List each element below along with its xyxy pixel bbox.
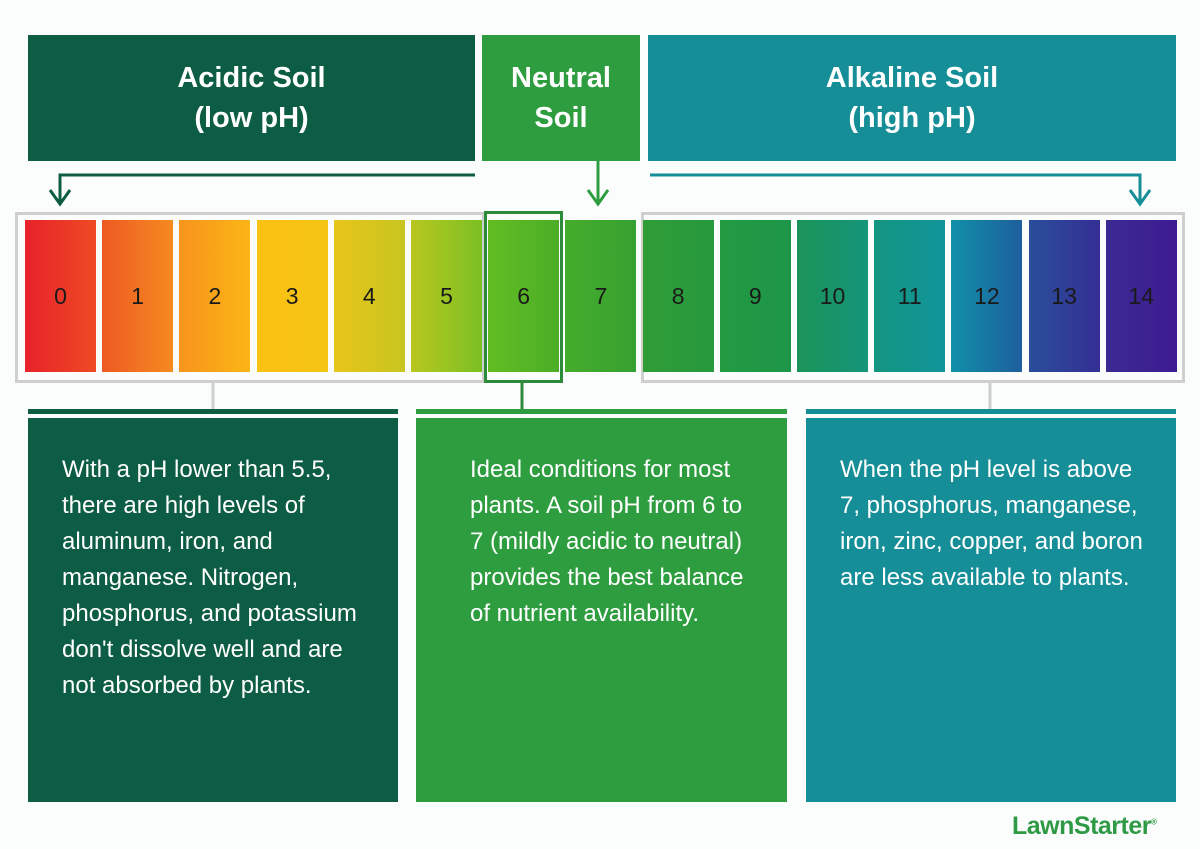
- neutral-description: Ideal conditions for most plants. A soil…: [416, 418, 787, 802]
- acidic-title: Acidic Soil: [177, 62, 326, 94]
- alkaline-title: Alkaline Soil: [825, 62, 999, 94]
- ph-cell-6: 6: [488, 220, 560, 372]
- alkaline-header: Alkaline Soil (high pH): [648, 35, 1176, 161]
- ph-cell-10: 10: [797, 220, 868, 372]
- acidic-arrow-icon: [48, 173, 475, 207]
- ph-cell-3: 3: [256, 220, 328, 372]
- ph-cell-5: 5: [411, 220, 482, 372]
- ph-cell-12: 12: [951, 220, 1023, 372]
- neutral-arrow-icon: [586, 161, 610, 207]
- acidic-header: Acidic Soil (low pH): [28, 35, 475, 161]
- neutral-highlight-frame: [484, 211, 563, 383]
- acidic-frame: [15, 212, 485, 383]
- ph-cell-1: 1: [102, 220, 174, 372]
- neutral-title: Neutral: [511, 62, 611, 94]
- neutral-bar: [416, 409, 787, 414]
- ph-cell-7: 7: [565, 220, 637, 372]
- alkaline-description: When the pH level is above 7, phosphorus…: [806, 418, 1176, 802]
- alkaline-arrow-icon: [650, 173, 1152, 207]
- lawnstarter-logo: LawnStarter®: [1012, 812, 1157, 840]
- ph-cell-14: 14: [1105, 220, 1177, 372]
- neutral-subtitle: Soil: [534, 102, 588, 134]
- alkaline-bar: [806, 409, 1176, 414]
- ph-cell-11: 11: [874, 220, 946, 372]
- ph-cell-13: 13: [1028, 220, 1100, 372]
- ph-cell-2: 2: [179, 220, 251, 372]
- ph-cell-4: 4: [333, 220, 405, 372]
- ph-cell-0: 0: [25, 220, 96, 372]
- acidic-bar: [28, 409, 398, 414]
- ph-cell-9: 9: [719, 220, 791, 372]
- alkaline-subtitle: (high pH): [848, 102, 976, 134]
- neutral-header: Neutral Soil: [482, 35, 640, 161]
- ph-cell-8: 8: [642, 220, 714, 372]
- acidic-description: With a pH lower than 5.5, there are high…: [28, 418, 398, 802]
- alkaline-frame: [641, 212, 1185, 383]
- acidic-subtitle: (low pH): [194, 102, 309, 134]
